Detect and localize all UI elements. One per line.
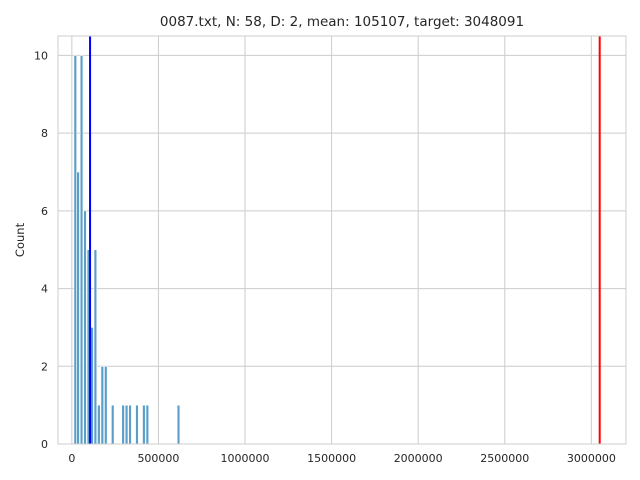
x-tick-label: 3000000 (567, 452, 616, 465)
x-tick-labels: 0 500000 1000000 1500000 2000000 2500000 30000… (68, 452, 616, 465)
x-tick-label: 0 (68, 452, 75, 465)
y-axis-label: Count (13, 222, 27, 257)
x-tick-label: 2000000 (394, 452, 443, 465)
x-tick-label: 1500000 (307, 452, 356, 465)
histogram-bar (142, 404, 146, 445)
histogram-bar (135, 404, 139, 445)
y-tick-labels: 0 2 4 6 8 10 (34, 49, 48, 451)
histogram-bar (83, 210, 87, 445)
plot-background (58, 36, 626, 444)
histogram-bar (145, 404, 150, 445)
histogram-bar (111, 404, 115, 445)
histogram-bar (176, 404, 181, 445)
x-tick-label: 1000000 (221, 452, 270, 465)
histogram-bar (76, 171, 80, 445)
chart-title: 0087.txt, N: 58, D: 2, mean: 105107, tar… (160, 14, 524, 30)
histogram-bar (97, 404, 101, 445)
x-tick-label: 2500000 (480, 452, 529, 465)
y-tick-label: 10 (34, 49, 48, 62)
histogram-bar (104, 365, 108, 445)
histogram-bar (124, 404, 129, 445)
y-tick-label: 6 (41, 205, 48, 218)
histogram-bar (100, 365, 105, 445)
histogram-bar (73, 55, 78, 445)
y-tick-label: 4 (41, 283, 48, 296)
histogram-bar (79, 55, 84, 445)
y-tick-label: 0 (41, 438, 48, 451)
x-tick-label: 500000 (137, 452, 179, 465)
grid-lines (58, 36, 626, 445)
histogram-bar (128, 404, 132, 445)
plot-frame (57, 35, 627, 445)
y-tick-label: 2 (41, 360, 48, 373)
histogram-bar (121, 404, 125, 445)
histogram-bar (93, 249, 98, 445)
y-tick-label: 8 (41, 127, 48, 140)
reference-lines (89, 36, 601, 444)
